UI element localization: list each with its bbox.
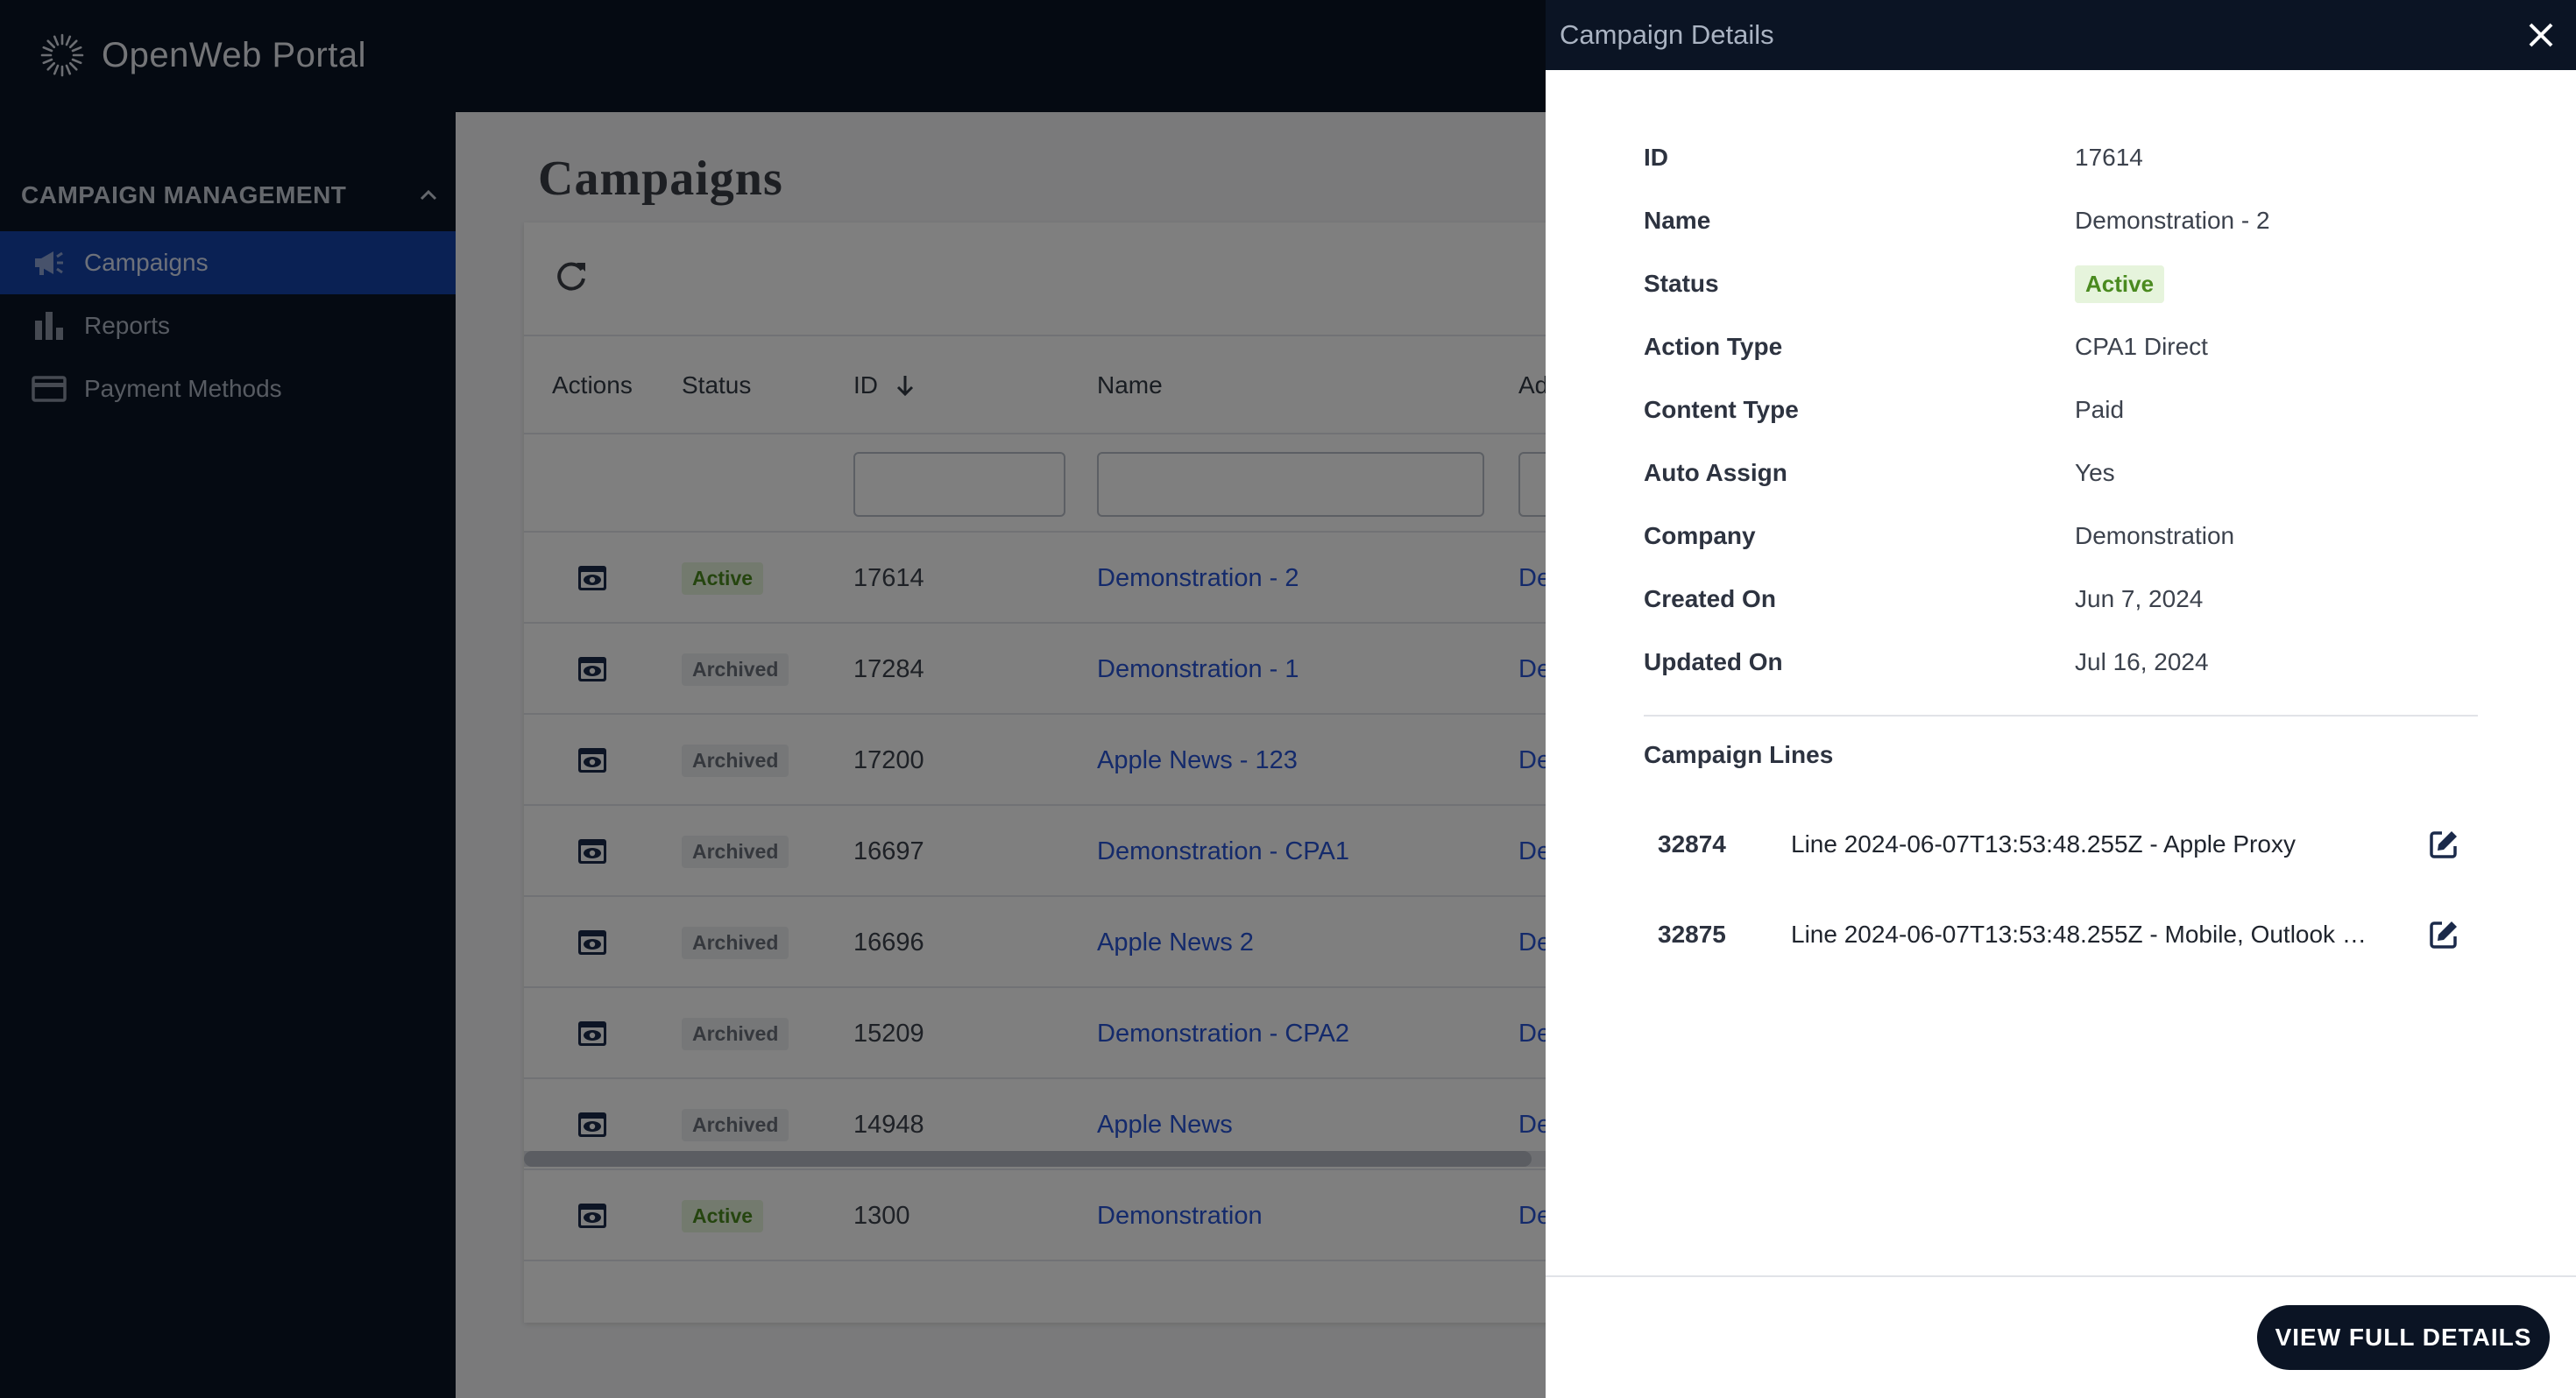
campaign-details-drawer: Campaign Details ID 17614 Name Demonstra… xyxy=(1546,0,2576,1398)
campaign-line-id: 32874 xyxy=(1658,830,1726,858)
detail-value: Jun 7, 2024 xyxy=(2075,573,2203,625)
detail-value: Active xyxy=(2075,258,2165,310)
detail-label: Company xyxy=(1644,522,1756,549)
drawer-title: Campaign Details xyxy=(1560,19,1774,50)
divider xyxy=(1644,715,2478,717)
detail-value-text: Demonstration - 2 xyxy=(2075,207,2270,234)
detail-value-text: Yes xyxy=(2075,459,2115,486)
detail-value-text: 17614 xyxy=(2075,144,2143,171)
detail-row: Name Demonstration - 2 xyxy=(1644,194,2485,258)
detail-label: Name xyxy=(1644,207,1711,234)
detail-value: CPA1 Direct xyxy=(2075,321,2208,373)
detail-value-text: Jul 16, 2024 xyxy=(2075,648,2209,675)
detail-label: Updated On xyxy=(1644,648,1783,675)
detail-row: Updated On Jul 16, 2024 xyxy=(1644,636,2485,699)
detail-row: ID 17614 xyxy=(1644,131,2485,194)
detail-row: Status Active xyxy=(1644,258,2485,321)
drawer-footer-divider xyxy=(1546,1275,2576,1277)
detail-label: Status xyxy=(1644,270,1719,297)
details-list: ID 17614 Name Demonstration - 2 Status A… xyxy=(1644,131,2485,699)
campaign-line-id: 32875 xyxy=(1658,921,1726,948)
detail-value-text: CPA1 Direct xyxy=(2075,333,2208,360)
detail-value: Demonstration xyxy=(2075,510,2234,562)
edit-icon[interactable] xyxy=(2427,918,2460,951)
campaign-line-row: 32875 Line 2024-06-07T13:53:48.255Z - Mo… xyxy=(1644,908,2478,961)
detail-value-text: Demonstration xyxy=(2075,522,2235,549)
detail-value: Jul 16, 2024 xyxy=(2075,636,2209,688)
detail-row: Company Demonstration xyxy=(1644,510,2485,573)
campaign-lines-title: Campaign Lines xyxy=(1644,741,1834,768)
campaign-line-name: Line 2024-06-07T13:53:48.255Z - Mobile, … xyxy=(1791,921,2378,948)
status-badge: Active xyxy=(2075,265,2165,303)
detail-row: Auto Assign Yes xyxy=(1644,447,2485,510)
detail-label: Action Type xyxy=(1644,333,1783,360)
edit-icon[interactable] xyxy=(2427,828,2460,861)
detail-value: 17614 xyxy=(2075,131,2143,184)
detail-label: Created On xyxy=(1644,585,1776,612)
detail-value-text: Paid xyxy=(2075,396,2125,423)
campaign-line-name: Line 2024-06-07T13:53:48.255Z - Apple Pr… xyxy=(1791,830,2296,858)
drawer-header: Campaign Details xyxy=(1546,0,2576,70)
detail-label: Auto Assign xyxy=(1644,459,1787,486)
detail-value: Demonstration - 2 xyxy=(2075,194,2270,247)
view-full-details-button[interactable]: VIEW FULL DETAILS xyxy=(2257,1305,2550,1370)
detail-row: Content Type Paid xyxy=(1644,384,2485,447)
detail-value: Yes xyxy=(2075,447,2115,499)
detail-value: Paid xyxy=(2075,384,2124,436)
close-icon[interactable] xyxy=(2523,18,2558,53)
detail-row: Created On Jun 7, 2024 xyxy=(1644,573,2485,636)
detail-value-text: Jun 7, 2024 xyxy=(2075,585,2204,612)
detail-label: Content Type xyxy=(1644,396,1799,423)
detail-row: Action Type CPA1 Direct xyxy=(1644,321,2485,384)
detail-label: ID xyxy=(1644,144,1668,171)
campaign-line-row: 32874 Line 2024-06-07T13:53:48.255Z - Ap… xyxy=(1644,818,2478,871)
